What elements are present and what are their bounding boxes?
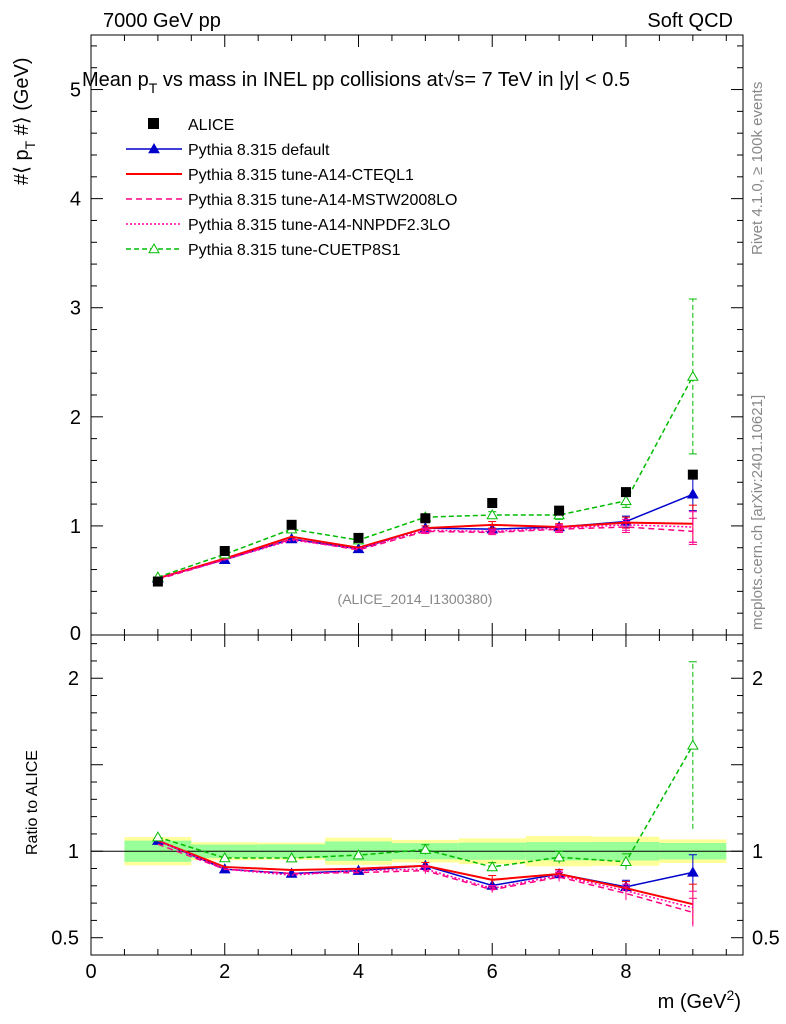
xlabel-main: m (GeV [658,991,728,1013]
ratio-y-axis-label: Ratio to ALICE [24,750,41,855]
legend-label: Pythia 8.315 tune-A14-NNPDF2.3LO [188,217,450,234]
x-tick-label: 8 [620,961,631,983]
y-tick-label: 5 [70,80,81,102]
series-marker [486,508,499,520]
mcplots-label: mcplots.cern.ch [arXiv:2401.10621] [749,395,766,630]
legend-entry: ALICE [148,117,234,134]
series-marker [152,831,164,842]
ratio-tick-label-right: 1 [752,841,763,863]
series-marker [352,849,365,860]
legend-label: ALICE [188,117,234,134]
legend-entry: Pythia 8.315 tune-CUETP8S1 [126,242,401,259]
rivet-version-label: Rivet 4.1.0, ≥ 100k events [749,82,766,255]
y-axis-label: #⟨ pT #⟩ (GeV) [11,57,38,185]
series-marker [620,855,632,867]
legend-entry: Pythia 8.315 tune-A14-MSTW2008LO [126,192,457,209]
legend-entry: Pythia 8.315 tune-A14-CTEQL1 [126,167,414,184]
title-part-sub: T [149,80,158,96]
ratio-tick-label: 2 [68,668,79,690]
legend-entry: Pythia 8.315 tune-A14-NNPDF2.3LO [126,217,450,234]
chart-title: Mean pT vs mass in INEL pp collisions at… [82,69,630,96]
title-part-pre: Mean p [82,69,149,91]
alice-data-point [620,487,631,498]
series-line [157,526,693,581]
x-axis-label: m (GeV2) [658,987,741,1013]
alice-data-points [152,469,698,587]
y-tick-label: 0 [70,623,81,645]
ylabel-sub: T [22,140,38,149]
ratio-series-layer [152,661,699,927]
alice-data-point [353,532,364,543]
ylabel-post: #⟩ (GeV) [11,57,33,140]
y-tick-label: 1 [70,516,81,538]
y-tick-label: 2 [70,407,81,429]
alice-data-point [286,519,297,530]
ratio-tick-label: 1 [68,841,79,863]
energy-label: 7000 GeV pp [103,10,221,32]
series-marker [218,851,231,863]
category-label: Soft QCD [647,10,733,32]
series-marker [686,866,699,877]
alice-data-point [219,546,230,556]
series-marker [553,851,565,862]
series-marker [419,843,432,854]
legend-entry: Pythia 8.315 default [126,142,330,159]
x-tick-label: 0 [85,961,96,983]
alice-data-point [554,505,565,516]
x-tick-label: 4 [353,961,364,983]
x-tick-label: 6 [487,961,498,983]
legend-label: Pythia 8.315 tune-A14-MSTW2008LO [188,192,457,209]
ylabel-pre: #⟨ p [11,149,33,185]
alice-data-point [152,576,163,587]
alice-data-point [487,498,498,508]
series-marker [686,370,699,381]
series-marker [486,860,499,872]
ratio-series-line [157,839,694,909]
alice-data-point [420,513,431,524]
ratio-series-line [157,744,694,868]
legend-label: Pythia 8.315 tune-A14-CTEQL1 [188,167,414,184]
ratio-tick-label-right: 0.5 [752,928,780,950]
series-line [157,524,693,579]
ratio-tick-label: 0.5 [51,928,79,950]
x-tick-label: 2 [219,961,230,983]
xlabel-sup: 2 [727,987,735,1003]
ratio-plot-frame [90,634,744,956]
title-part-post: = 7 TeV in |y| < 0.5 [464,69,630,91]
series-marker [148,242,160,254]
series-line [157,376,694,578]
main-series-layer [152,298,699,583]
legend-label: Pythia 8.315 default [188,142,330,159]
legend-label: Pythia 8.315 tune-CUETP8S1 [188,242,401,259]
y-tick-label: 4 [70,189,81,211]
analysis-id-watermark: (ALICE_2014_I1300380) [338,591,493,607]
series-marker [148,142,160,154]
series-marker [285,852,298,863]
axes-ticks: 0 2 4 6 8 1 2 3 4 5 0 0.5 0.5 1 1 2 2 [51,35,780,983]
series-line [157,493,694,579]
title-part-sqrt: √s [443,69,464,91]
y-tick-label: 3 [70,298,81,320]
series-marker [686,488,699,499]
legend-swatch-square [148,118,159,129]
legend: ALICE Pythia 8.315 default Pythia 8.315 tu… [126,117,457,259]
ratio-tick-label-right: 2 [752,668,763,690]
series-marker [686,739,699,750]
title-part-mid: vs mass in INEL pp collisions at [157,69,443,91]
series-marker [620,494,632,506]
xlabel-close: ) [734,991,741,1013]
alice-data-point [687,469,698,480]
